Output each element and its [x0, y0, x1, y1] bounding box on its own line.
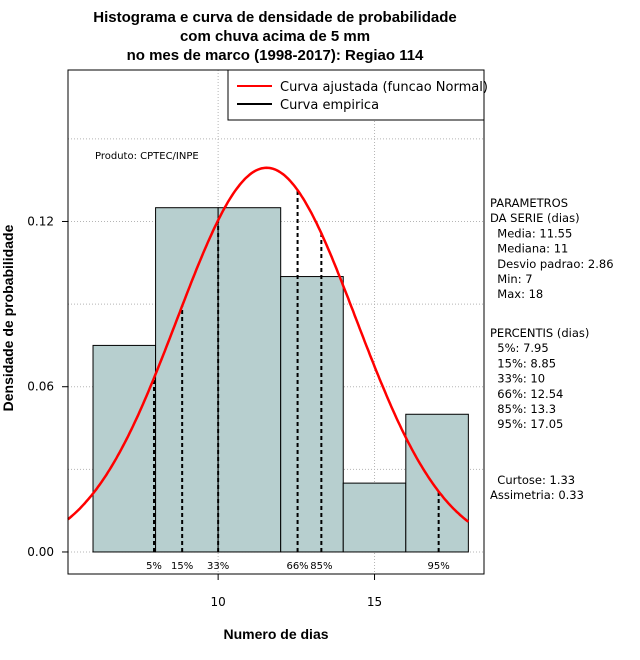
chart-title: Histograma e curva de densidade de proba… — [93, 9, 456, 64]
product-annotation: Produto: CPTEC/INPE — [95, 151, 199, 162]
legend-label-normal: Curva ajustada (funcao Normal) — [280, 80, 488, 95]
percentile-label: 85% — [310, 561, 332, 572]
percentile-label: 95% — [428, 561, 450, 572]
percentile-label: 5% — [146, 561, 162, 572]
side-params-line: PARAMETROS — [490, 196, 568, 210]
y-tick-label: 0.12 — [27, 214, 54, 228]
histogram-bar — [405, 413, 469, 553]
side-percentis-line: 95%: 17.05 — [490, 417, 563, 431]
normal-curve-line — [67, 166, 470, 523]
chart-title-line-2: com chuva acima de 5 mm — [180, 28, 370, 45]
histogram-bar — [155, 207, 219, 553]
percentile-label: 66% — [286, 561, 308, 572]
side-params-line: Mediana: 11 — [490, 242, 568, 256]
y-axis: 0.00 0.06 0.12 — [27, 214, 68, 559]
histogram-bar — [92, 344, 157, 553]
x-axis-title: Numero de dias — [223, 626, 328, 642]
normal-curve — [67, 166, 470, 523]
side-percentis-line: 15%: 8.85 — [490, 356, 556, 370]
histogram-bar — [342, 482, 407, 553]
histogram-bar — [280, 276, 344, 553]
percentile-label: 15% — [171, 561, 193, 572]
y-axis-title: Densidade de probabilidade — [0, 224, 16, 411]
side-percentis-line: 85%: 13.3 — [490, 402, 556, 416]
side-params-line: DA SERIE (dias) — [490, 211, 580, 225]
side-percentis-line: 66%: 12.54 — [490, 387, 563, 401]
legend-label-empirical: Curva empirica — [280, 98, 379, 113]
side-percentis-line: 33%: 10 — [490, 372, 545, 386]
legend-box — [227, 69, 485, 121]
x-axis: 10 15 — [210, 574, 382, 609]
side-percentis-line: PERCENTIS (dias) — [490, 326, 589, 340]
side-stats-line: Curtose: 1.33 — [490, 473, 575, 487]
y-tick-label: 0.06 — [27, 380, 54, 394]
percentile-lines — [153, 190, 440, 552]
percentile-labels: 5% 15% 33% 66% 85% 95% — [146, 561, 450, 572]
chart-title-line-1: Histograma e curva de densidade de proba… — [93, 9, 456, 26]
chart-title-line-3: no mes de marco (1998-2017): Regiao 114 — [127, 47, 424, 64]
x-tick-label: 15 — [367, 595, 382, 609]
side-percentis-line: 5%: 7.95 — [490, 341, 549, 355]
side-params-line: Min: 7 — [490, 272, 533, 286]
side-params-line: Media: 11.55 — [490, 226, 572, 240]
x-tick-label: 10 — [210, 595, 225, 609]
histogram-bars — [92, 207, 469, 553]
side-params-line: Max: 18 — [490, 287, 543, 301]
legend: Curva ajustada (funcao Normal) Curva emp… — [227, 69, 488, 121]
histogram-bar — [217, 207, 282, 553]
percentile-label: 33% — [207, 561, 229, 572]
y-tick-label: 0.00 — [27, 545, 54, 559]
side-params-line: Desvio padrao: 2.86 — [490, 257, 614, 271]
side-stats-line: Assimetria: 0.33 — [490, 488, 584, 502]
